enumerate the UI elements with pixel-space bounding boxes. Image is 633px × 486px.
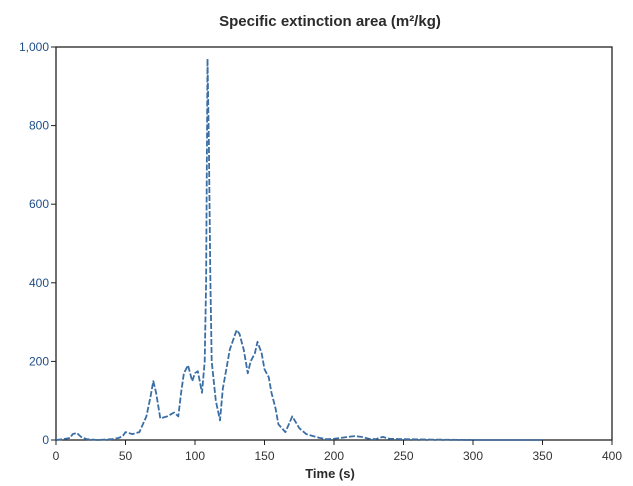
y-axis: 0 200 400 600 800 1,000 xyxy=(19,40,56,447)
x-tick-label: 0 xyxy=(53,449,60,463)
y-tick-label: 800 xyxy=(29,119,49,133)
x-tick-label: 250 xyxy=(393,449,413,463)
chart-title: Specific extinction area (m²/kg) xyxy=(219,13,441,30)
series-line xyxy=(55,57,543,441)
y-tick-label: 600 xyxy=(29,197,49,211)
y-tick-label: 200 xyxy=(29,354,49,368)
x-tick-label: 350 xyxy=(532,449,552,463)
y-tick-label: 400 xyxy=(29,276,49,290)
y-tick-label: 0 xyxy=(42,433,49,447)
x-tick-label: 100 xyxy=(185,449,205,463)
x-tick-label: 50 xyxy=(119,449,133,463)
x-axis: 0 50 100 150 200 250 300 350 400 xyxy=(53,440,622,463)
chart-marks xyxy=(55,57,543,441)
x-tick-label: 200 xyxy=(324,449,344,463)
plot-border xyxy=(55,46,613,441)
x-tick-label: 150 xyxy=(254,449,274,463)
plot-frame xyxy=(55,46,613,441)
x-tick-label: 300 xyxy=(463,449,483,463)
x-tick-label: 400 xyxy=(602,449,622,463)
y-tick-label: 1,000 xyxy=(19,40,49,54)
x-axis-label: Time (s) xyxy=(305,466,355,481)
